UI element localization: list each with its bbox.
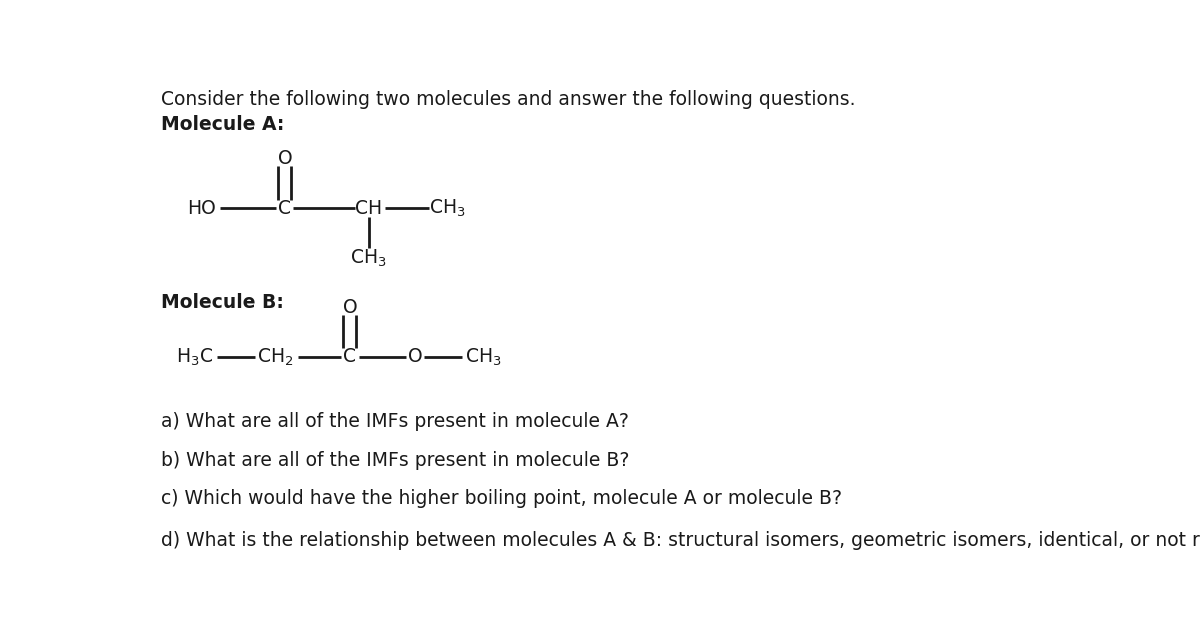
Text: c) Which would have the higher boiling point, molecule A or molecule B?: c) Which would have the higher boiling p… xyxy=(161,489,842,509)
Text: CH$_3$: CH$_3$ xyxy=(464,346,502,368)
Text: O: O xyxy=(408,347,422,367)
Text: HO: HO xyxy=(187,199,216,218)
Text: CH$_3$: CH$_3$ xyxy=(430,197,466,219)
Text: O: O xyxy=(343,298,358,317)
Text: O: O xyxy=(277,149,292,168)
Text: Consider the following two molecules and answer the following questions.: Consider the following two molecules and… xyxy=(161,90,856,109)
Text: CH: CH xyxy=(355,199,382,218)
Text: CH$_2$: CH$_2$ xyxy=(257,346,294,368)
Text: H$_3$C: H$_3$C xyxy=(176,346,214,368)
Text: a) What are all of the IMFs present in molecule A?: a) What are all of the IMFs present in m… xyxy=(161,412,629,431)
Text: Molecule B:: Molecule B: xyxy=(161,293,284,312)
Text: b) What are all of the IMFs present in molecule B?: b) What are all of the IMFs present in m… xyxy=(161,451,630,471)
Text: C: C xyxy=(343,347,356,367)
Text: C: C xyxy=(278,199,292,218)
Text: CH$_3$: CH$_3$ xyxy=(350,247,386,269)
Text: Molecule A:: Molecule A: xyxy=(161,114,284,134)
Text: d) What is the relationship between molecules A & B: structural isomers, geometr: d) What is the relationship between mole… xyxy=(161,530,1200,550)
